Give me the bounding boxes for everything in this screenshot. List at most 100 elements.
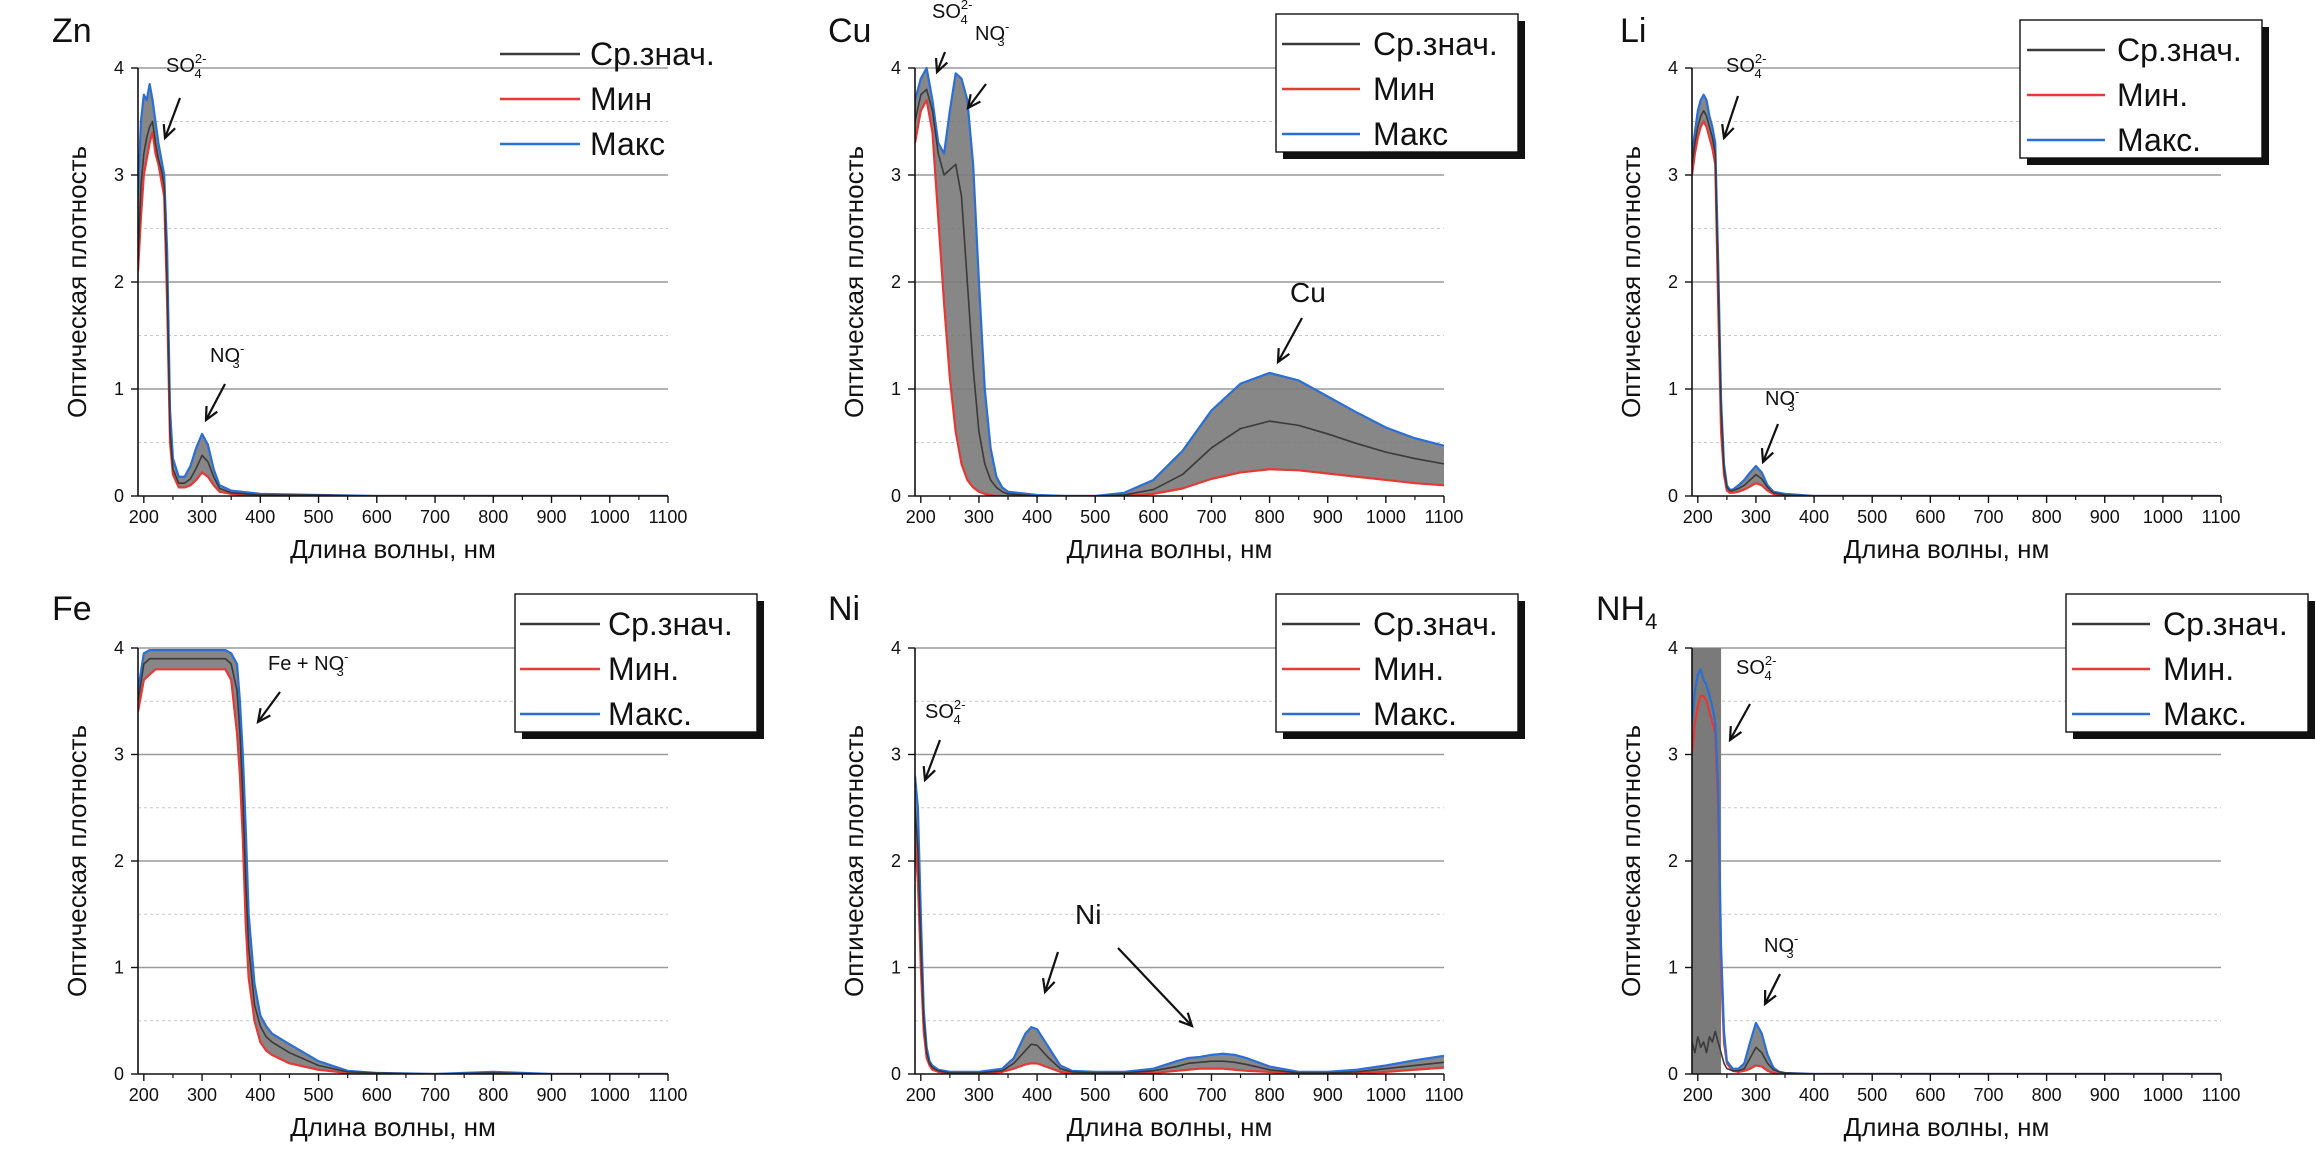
x-tick-label: 900 <box>2090 1085 2120 1105</box>
x-tick-label: 200 <box>1683 1085 1713 1105</box>
x-tick-label: 400 <box>245 507 275 527</box>
y-tick-label: 4 <box>891 58 901 78</box>
x-tick-label: 600 <box>1138 507 1168 527</box>
x-tick-label: 600 <box>362 1085 392 1105</box>
x-tick-label: 800 <box>1255 1085 1285 1105</box>
x-tick-label: 1100 <box>1425 507 1464 527</box>
annotation-arrow-head <box>966 94 981 111</box>
annotation-arrow-head <box>1178 1012 1194 1028</box>
annotation-label: SO2-4 <box>932 0 972 27</box>
x-tick-label: 1000 <box>2143 507 2183 527</box>
x-tick-label: 200 <box>1683 507 1713 527</box>
y-tick-label: 3 <box>891 165 901 185</box>
chart-ni: 200 300 400 500 600 700 800 900 1000 1100 0 1 2 3 4 Дли… <box>828 590 1525 1142</box>
x-tick-label: 300 <box>187 1085 217 1105</box>
legend-label: Мин. <box>608 651 679 687</box>
series-line-min <box>138 668 668 1074</box>
x-tick-label: 1100 <box>649 507 688 527</box>
annotation-label: SO2-4 <box>1736 653 1776 683</box>
x-tick-label: 900 <box>536 1085 566 1105</box>
legend-label: Ср.знач. <box>2117 32 2242 68</box>
y-tick-label: 1 <box>114 958 124 978</box>
annotation-label: NO-3 <box>975 19 1009 49</box>
x-tick-label: 1000 <box>590 1085 630 1105</box>
x-tick-label: 600 <box>1915 507 1945 527</box>
y-tick-label: 2 <box>114 272 124 292</box>
y-tick-label: 1 <box>1668 379 1678 399</box>
y-axis-title: Оптическая плотность <box>62 725 92 997</box>
x-tick-label: 800 <box>478 1085 508 1105</box>
x-tick-label: 800 <box>478 507 508 527</box>
legend-label: Макс <box>590 126 665 162</box>
y-axis-title: Оптическая плотность <box>62 146 92 418</box>
x-axis-title: Длина волны, нм <box>1067 1112 1273 1142</box>
x-tick-label: 700 <box>1196 507 1226 527</box>
annotation-arrow <box>1764 973 1781 1005</box>
annotation-arrow <box>1761 423 1780 463</box>
x-axis-title: Длина волны, нм <box>1844 534 2050 564</box>
y-tick-label: 2 <box>891 851 901 871</box>
annotation-label: SO2-4 <box>166 51 206 81</box>
x-tick-label: 500 <box>1080 507 1110 527</box>
panel-label: NH4 <box>1596 590 1657 634</box>
legend-label: Ср.знач. <box>1373 26 1498 62</box>
annotation-arrow-head <box>1276 347 1291 365</box>
x-tick-label: 900 <box>2090 507 2120 527</box>
x-tick-label: 1000 <box>590 507 630 527</box>
y-tick-label: 3 <box>891 745 901 765</box>
series-line-mean <box>138 120 668 496</box>
series-line-min <box>138 131 668 496</box>
x-tick-label: 200 <box>129 507 159 527</box>
x-tick-label: 400 <box>245 1085 275 1105</box>
series-line-mean <box>915 88 1444 496</box>
x-axis-title: Длина волны, нм <box>1067 534 1273 564</box>
minmax-band <box>138 84 668 496</box>
legend-label: Макс. <box>2163 696 2247 732</box>
legend-box <box>1275 13 1519 153</box>
legend-label: Макс. <box>2117 122 2201 158</box>
annotation-label: Cu <box>1290 277 1326 308</box>
x-tick-label: 1100 <box>2202 1085 2241 1105</box>
annotation-arrow <box>967 83 987 109</box>
y-axis-title: Оптическая плотность <box>839 146 869 418</box>
x-tick-label: 500 <box>1080 1085 1110 1105</box>
x-tick-label: 500 <box>1857 1085 1887 1105</box>
annotation-arrow <box>205 383 226 421</box>
legend-label: Ср.знач. <box>608 606 733 642</box>
x-tick-label: 500 <box>304 507 334 527</box>
y-tick-label: 1 <box>891 379 901 399</box>
chart-li: 200 300 400 500 600 700 800 900 1000 1100 0 1 2 3 4 Дли… <box>1616 12 2269 564</box>
annotation-arrow <box>1043 951 1060 993</box>
x-axis-title: Длина волны, нм <box>290 1112 496 1142</box>
panel-label: Cu <box>828 12 871 50</box>
annotation-arrow-head <box>922 765 936 783</box>
annotation-arrow <box>1722 95 1740 139</box>
series-line-mean <box>1692 1030 2221 1074</box>
x-axis-title: Длина волны, нм <box>1844 1112 2050 1142</box>
y-tick-label: 3 <box>1668 165 1678 185</box>
y-tick-label: 4 <box>114 58 124 78</box>
legend-label: Макс <box>1373 116 1448 152</box>
x-tick-label: 600 <box>362 507 392 527</box>
y-tick-label: 3 <box>114 165 124 185</box>
x-tick-label: 300 <box>187 507 217 527</box>
x-tick-label: 500 <box>304 1085 334 1105</box>
y-tick-label: 0 <box>1668 486 1678 506</box>
annotation-label: SO2-4 <box>925 697 965 727</box>
legend-box <box>1275 593 1519 733</box>
panel-label: Fe <box>52 590 92 628</box>
x-tick-label: 600 <box>1915 1085 1945 1105</box>
legend-label: Мин. <box>1373 651 1444 687</box>
annotation-arrow-head <box>204 405 218 423</box>
chart-fe: 200 300 400 500 600 700 800 900 1000 1100 0 1 2 3 4 Дли… <box>52 590 764 1142</box>
annotation-arrow <box>923 739 942 781</box>
x-tick-label: 500 <box>1857 507 1887 527</box>
y-axis-title: Оптическая плотность <box>1616 725 1646 997</box>
y-tick-label: 0 <box>114 1064 124 1084</box>
x-tick-label: 1000 <box>1366 1085 1406 1105</box>
annotation-label: SO2-4 <box>1726 51 1766 81</box>
legend-box <box>2065 593 2309 733</box>
chart-zn: 200 300 400 500 600 700 800 900 1000 1100 0 1 2 3 4 Дли… <box>52 12 715 564</box>
annotation-arrow <box>1277 317 1303 363</box>
